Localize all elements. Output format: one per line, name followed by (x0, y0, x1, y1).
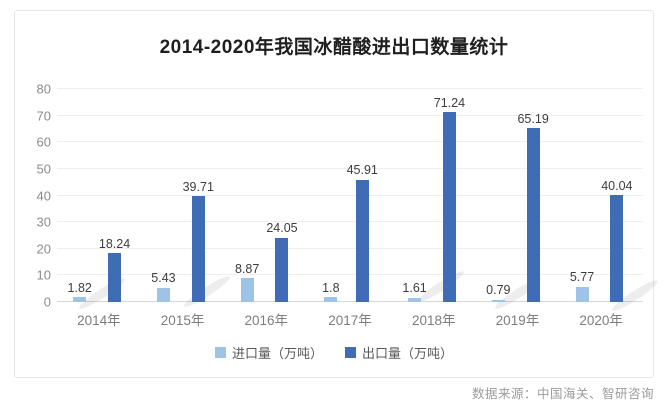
bar (408, 297, 422, 302)
bar-value-label: 40.04 (601, 178, 633, 193)
bar (575, 286, 589, 302)
y-tick-label: 40 (36, 188, 51, 203)
y-tick-label: 50 (36, 161, 51, 177)
y-tick-label: 20 (36, 241, 51, 257)
chart-title: 2014-2020年我国冰醋酸进出口数量统计 (159, 37, 509, 58)
legend: 进口量（万吨） 出口量（万吨） (15, 343, 653, 362)
x-axis-label: 2020年 (579, 313, 623, 328)
legend-item: 出口量（万吨） (345, 343, 453, 362)
bar (240, 278, 254, 302)
bar (191, 196, 205, 302)
plot-area: 1.82 18.24 5.43 39.71 8.87 24.05 1.8 45.91 1.61 7… (57, 88, 660, 314)
bar-pair: 1.8 45.91 (322, 89, 378, 302)
gridline (57, 247, 643, 249)
bar (156, 287, 170, 302)
bar (275, 237, 289, 302)
bar-column: 18.24 (99, 89, 130, 302)
legend-swatch (214, 347, 226, 358)
bar-column: 0.79 (486, 89, 510, 302)
y-tick-label: 0 (43, 294, 51, 310)
bar-group: 1.82 18.24 (57, 89, 141, 302)
y-tick-label: 70 (36, 108, 51, 124)
bar-value-label: 65.19 (517, 111, 549, 126)
bar-column: 71.24 (434, 89, 465, 302)
bar-value-label: 8.87 (234, 261, 260, 276)
bar-column: 5.43 (151, 89, 176, 302)
bar-group: 5.77 40.04 (559, 89, 643, 302)
x-axis-label: 2016年 (244, 313, 289, 328)
bar-pair: 8.87 24.05 (235, 89, 298, 302)
y-tick-label: 60 (36, 134, 51, 150)
bar-value-label: 18.24 (98, 236, 131, 251)
bar-column: 45.91 (347, 89, 378, 302)
gridline (57, 167, 643, 169)
bar-pair: 0.79 65.19 (486, 89, 549, 302)
bar-pair: 1.61 71.24 (402, 89, 465, 302)
y-tick-label: 30 (36, 214, 51, 230)
bar-column: 1.8 (322, 89, 340, 302)
legend-item: 进口量（万吨） (214, 343, 323, 362)
source-text: 数据来源：中国海关、智研咨询 (471, 387, 654, 401)
x-axis-label: 2017年 (328, 313, 372, 328)
bar-pair: 5.43 39.71 (151, 89, 214, 302)
x-axis-label: 2015年 (160, 313, 205, 328)
gridline (57, 274, 643, 276)
y-axis: 0 10 20 30 40 50 60 70 80 (23, 83, 57, 309)
gridline (57, 114, 643, 116)
bar-column: 1.82 (68, 89, 92, 302)
bar-group: 0.79 65.19 (476, 89, 560, 302)
bar-value-label: 1.8 (322, 280, 340, 295)
bar-value-label: 71.24 (433, 95, 466, 110)
bar-value-label: 0.79 (486, 283, 511, 298)
x-axis-label: 2014年 (77, 313, 121, 328)
bar (491, 299, 505, 302)
legend-label: 进口量（万吨） (231, 346, 323, 361)
bar-column: 24.05 (266, 89, 298, 302)
bar-value-label: 24.05 (266, 221, 298, 236)
bar (108, 253, 122, 302)
gridline (57, 221, 643, 223)
gridline (57, 194, 643, 196)
x-axis-labels: 2014年 2015年 2016年 2017年 2018年 2019年 2020年 (57, 309, 643, 329)
bar (610, 195, 624, 302)
bar-group: 1.61 71.24 (392, 89, 476, 302)
bar-value-label: 5.77 (569, 270, 595, 285)
bar-chart: 0 10 20 30 40 50 60 70 80 1.82 18.24 5.43 39.71 8.87… (23, 83, 660, 314)
bar (526, 128, 540, 302)
x-axis-label: 2018年 (411, 313, 456, 328)
bar-column: 5.77 (570, 89, 594, 302)
bar-group: 8.87 24.05 (224, 89, 308, 302)
legend-swatch (345, 347, 356, 358)
bar-value-label: 1.61 (402, 281, 427, 296)
chart-panel: 2014-2020年我国冰醋酸进出口数量统计 0 10 20 30 40 50 60 70 80… (14, 10, 660, 378)
bar-group: 1.8 45.91 (308, 89, 392, 302)
x-axis-label: 2019年 (495, 313, 540, 328)
bar (73, 297, 87, 302)
bar-column: 39.71 (183, 89, 214, 302)
bar (324, 297, 338, 302)
gridline (57, 301, 643, 302)
bar-group: 5.43 39.71 (141, 89, 225, 302)
y-tick-label: 80 (36, 81, 51, 97)
bar-value-label: 5.43 (151, 271, 176, 286)
bar (442, 112, 456, 302)
bar-groups: 1.82 18.24 5.43 39.71 8.87 24.05 1.8 45.91 1.61 7… (57, 89, 643, 302)
bar (355, 179, 369, 302)
bar-value-label: 39.71 (182, 179, 214, 194)
bar-value-label: 1.82 (67, 280, 92, 295)
gridline (57, 88, 643, 89)
bar-column: 8.87 (235, 89, 259, 302)
y-tick-label: 10 (36, 267, 51, 283)
bar-column: 1.61 (402, 89, 427, 302)
bar-pair: 1.82 18.24 (68, 89, 130, 302)
legend-label: 出口量（万吨） (362, 346, 454, 361)
bar-column: 40.04 (601, 89, 632, 302)
gridline (57, 141, 643, 143)
bar-pair: 5.77 40.04 (570, 89, 632, 302)
bar-value-label: 45.91 (346, 163, 378, 178)
bar-column: 65.19 (517, 89, 549, 302)
